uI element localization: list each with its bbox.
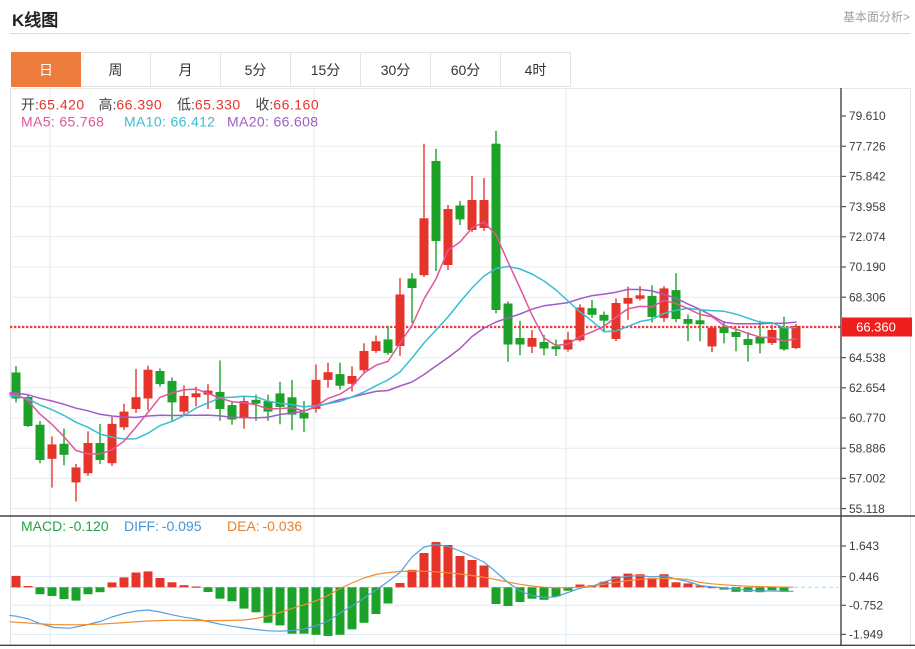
svg-text:60.770: 60.770 <box>849 411 886 425</box>
svg-text:75.842: 75.842 <box>849 170 886 184</box>
svg-text:1.643: 1.643 <box>849 539 879 553</box>
svg-text:77.726: 77.726 <box>849 139 886 153</box>
svg-text:79.610: 79.610 <box>849 109 886 123</box>
svg-text:高:66.390: 高:66.390 <box>99 97 163 113</box>
svg-text:68.306: 68.306 <box>849 290 886 304</box>
svg-text:MA20: 66.608: MA20: 66.608 <box>227 114 318 130</box>
svg-text:MA10: 66.412: MA10: 66.412 <box>124 114 215 130</box>
svg-text:DEA: -0.036: DEA: -0.036 <box>227 518 302 534</box>
svg-text:57.002: 57.002 <box>849 472 886 486</box>
svg-text:70.190: 70.190 <box>849 260 886 274</box>
svg-text:收:66.160: 收:66.160 <box>255 97 319 113</box>
svg-text:66.360: 66.360 <box>856 320 896 335</box>
svg-text:55.118: 55.118 <box>849 502 885 516</box>
svg-text:低:65.330: 低:65.330 <box>177 97 241 113</box>
svg-text:72.074: 72.074 <box>849 230 886 244</box>
svg-text:-1.949: -1.949 <box>849 628 883 642</box>
svg-text:开:65.420: 开:65.420 <box>21 97 85 113</box>
svg-text:0.446: 0.446 <box>849 570 879 584</box>
svg-text:MACD: -0.120: MACD: -0.120 <box>21 518 109 534</box>
svg-text:73.958: 73.958 <box>849 200 886 214</box>
svg-text:DIFF: -0.095: DIFF: -0.095 <box>124 518 202 534</box>
svg-text:58.886: 58.886 <box>849 441 886 455</box>
svg-text:64.538: 64.538 <box>849 351 886 365</box>
svg-text:-0.752: -0.752 <box>849 599 883 613</box>
svg-text:62.654: 62.654 <box>849 381 886 395</box>
svg-text:MA5: 65.768: MA5: 65.768 <box>21 114 104 130</box>
